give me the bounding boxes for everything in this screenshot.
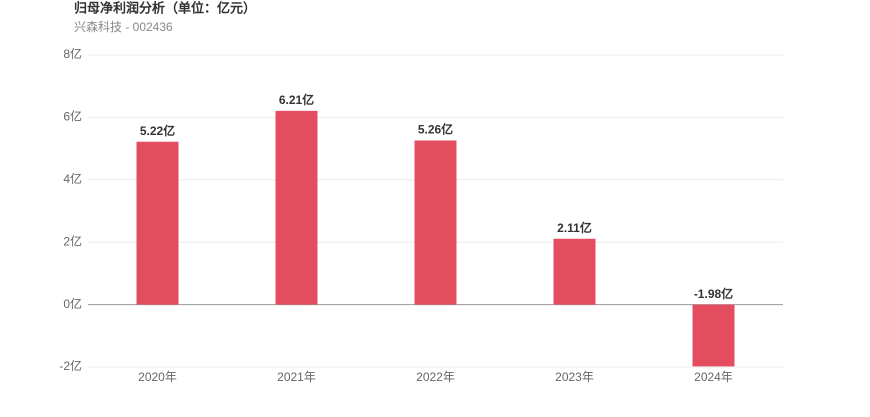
- data-label: 5.22亿: [140, 123, 175, 138]
- x-tick-label: 2023年: [555, 370, 594, 384]
- bar: [692, 304, 735, 367]
- data-label: 2.11亿: [557, 220, 592, 235]
- y-tick-label: -2亿: [59, 358, 82, 373]
- bar: [553, 238, 596, 305]
- bar: [414, 140, 457, 305]
- x-tick-label: 2020年: [138, 370, 177, 384]
- chart-subtitle: 兴森科技 - 002436: [74, 19, 173, 34]
- bar: [136, 141, 179, 305]
- y-tick-label: 4亿: [63, 171, 82, 186]
- y-tick-label: 8亿: [63, 46, 82, 61]
- y-tick-label: 6亿: [63, 109, 82, 124]
- chart-title: 归母净利润分析（单位：亿元）: [74, 0, 256, 15]
- x-tick-label: 2021年: [277, 370, 316, 384]
- data-label: 5.26亿: [418, 122, 453, 137]
- data-label: 6.21亿: [279, 92, 314, 107]
- y-tick-label: 0亿: [63, 296, 82, 311]
- bar: [275, 110, 318, 305]
- x-tick-label: 2022年: [416, 370, 455, 384]
- data-label: -1.98亿: [694, 286, 733, 301]
- x-tick-label: 2024年: [694, 370, 733, 384]
- y-tick-label: 2亿: [63, 233, 82, 248]
